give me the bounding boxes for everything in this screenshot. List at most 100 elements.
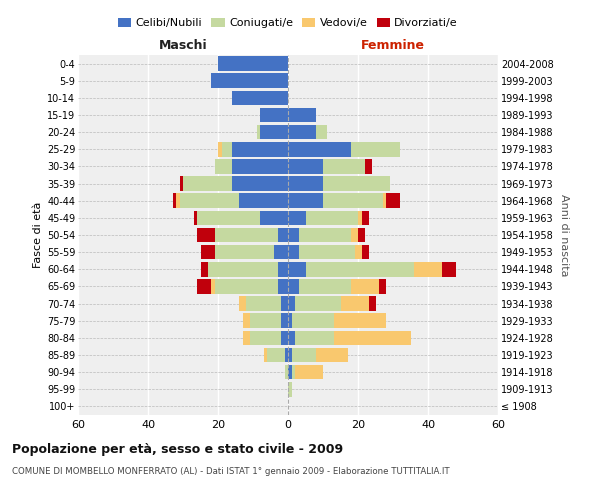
Bar (176, 194, 179, 208)
Bar (260, 210, 288, 225)
Bar (197, 210, 260, 225)
Text: Popolazione per età, sesso e stato civile - 2009: Popolazione per età, sesso e stato civil… (12, 442, 343, 456)
Text: Maschi: Maschi (158, 38, 208, 52)
Bar (232, 159, 288, 174)
Bar (284, 365, 288, 380)
Bar (288, 142, 351, 156)
Bar (288, 382, 292, 396)
Text: COMUNE DI MOMBELLO MONFERRATO (AL) - Dati ISTAT 1° gennaio 2009 - Elaborazione T: COMUNE DI MOMBELLO MONFERRATO (AL) - Dat… (12, 468, 449, 476)
Bar (292, 365, 295, 380)
Bar (288, 194, 323, 208)
Bar (361, 245, 368, 260)
Bar (323, 176, 389, 191)
Text: Femmine: Femmine (361, 38, 425, 52)
Bar (215, 228, 277, 242)
Bar (355, 245, 361, 260)
Bar (341, 296, 368, 311)
Bar (295, 330, 334, 345)
Bar (246, 296, 281, 311)
Bar (215, 159, 232, 174)
Bar (218, 56, 288, 71)
Bar (274, 245, 288, 260)
Bar (183, 176, 232, 191)
Bar (239, 194, 288, 208)
Bar (358, 228, 365, 242)
Bar (288, 262, 305, 276)
Bar (323, 194, 383, 208)
Bar (218, 142, 221, 156)
Bar (232, 176, 288, 191)
Bar (215, 279, 277, 293)
Y-axis label: Fasce di età: Fasce di età (32, 202, 43, 268)
Bar (257, 125, 260, 140)
Bar (334, 314, 386, 328)
Bar (386, 194, 400, 208)
Bar (383, 194, 386, 208)
Bar (299, 228, 351, 242)
Bar (197, 228, 215, 242)
Bar (292, 348, 316, 362)
Bar (197, 279, 211, 293)
Bar (414, 262, 442, 276)
Bar (239, 296, 246, 311)
Bar (211, 74, 288, 88)
Bar (295, 296, 341, 311)
Bar (292, 314, 334, 328)
Bar (288, 125, 316, 140)
Bar (281, 296, 288, 311)
Bar (305, 210, 358, 225)
Bar (215, 245, 274, 260)
Bar (281, 330, 288, 345)
Bar (288, 210, 305, 225)
Bar (288, 245, 299, 260)
Bar (295, 365, 323, 380)
Bar (288, 348, 292, 362)
Bar (221, 142, 232, 156)
Bar (250, 330, 281, 345)
Bar (442, 262, 456, 276)
Bar (242, 314, 250, 328)
Bar (316, 125, 326, 140)
Bar (260, 108, 288, 122)
Bar (299, 279, 351, 293)
Bar (277, 228, 288, 242)
Bar (193, 210, 197, 225)
Bar (284, 348, 288, 362)
Bar (232, 90, 288, 105)
Bar (281, 314, 288, 328)
Bar (267, 348, 284, 362)
Bar (288, 159, 323, 174)
Bar (232, 142, 288, 156)
Bar (365, 159, 372, 174)
Bar (288, 314, 292, 328)
Bar (323, 159, 365, 174)
Bar (250, 314, 281, 328)
Bar (277, 262, 288, 276)
Bar (288, 365, 292, 380)
Legend: Celibi/Nubili, Coniugati/e, Vedovi/e, Divorziati/e: Celibi/Nubili, Coniugati/e, Vedovi/e, Di… (113, 13, 463, 32)
Bar (173, 194, 176, 208)
Y-axis label: Anni di nascita: Anni di nascita (559, 194, 569, 276)
Bar (361, 210, 368, 225)
Bar (211, 279, 215, 293)
Bar (316, 348, 347, 362)
Bar (260, 125, 288, 140)
Bar (288, 108, 316, 122)
Bar (358, 210, 361, 225)
Bar (351, 142, 400, 156)
Bar (288, 330, 295, 345)
Bar (208, 262, 277, 276)
Bar (288, 176, 323, 191)
Bar (200, 262, 208, 276)
Bar (351, 228, 358, 242)
Bar (179, 176, 183, 191)
Bar (288, 279, 299, 293)
Bar (179, 194, 239, 208)
Bar (242, 330, 250, 345)
Bar (263, 348, 267, 362)
Bar (277, 279, 288, 293)
Bar (288, 228, 299, 242)
Bar (288, 296, 295, 311)
Bar (368, 296, 376, 311)
Bar (200, 245, 215, 260)
